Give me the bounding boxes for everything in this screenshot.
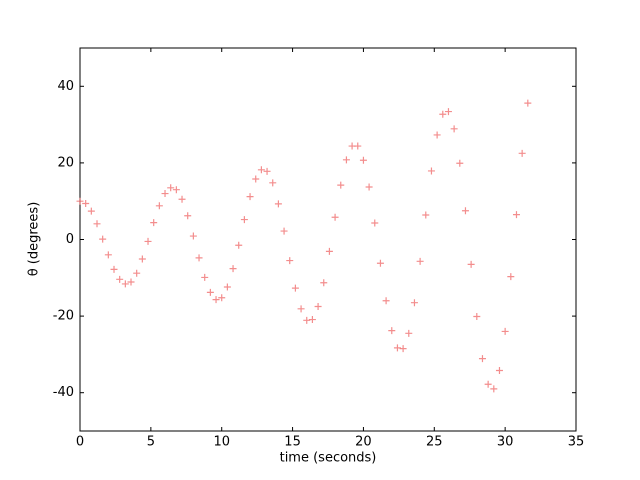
data-point (484, 380, 492, 388)
data-point (172, 186, 180, 194)
data-point (399, 345, 407, 353)
data-point (218, 294, 226, 302)
data-point (444, 108, 452, 116)
y-tick-label: 40 (57, 79, 74, 94)
data-point (104, 251, 112, 259)
data-point (144, 237, 152, 245)
data-point (155, 202, 163, 210)
x-tick-label: 15 (284, 435, 301, 450)
data-point (121, 280, 129, 288)
data-point (240, 216, 248, 224)
x-tick-label: 30 (497, 435, 514, 450)
data-point (501, 327, 509, 335)
data-point (495, 366, 503, 374)
data-point (518, 149, 526, 157)
data-point (257, 166, 265, 174)
data-point (76, 197, 84, 205)
x-tick-label: 20 (355, 435, 372, 450)
data-point (201, 273, 209, 281)
data-point (393, 344, 401, 352)
data-point (308, 316, 316, 324)
data-point (320, 279, 328, 287)
data-point (252, 175, 260, 183)
data-point (280, 227, 288, 235)
data-point (524, 99, 532, 107)
data-point (365, 183, 373, 191)
y-tick-label: -40 (53, 385, 74, 400)
data-point (456, 159, 464, 167)
data-point (388, 327, 396, 335)
data-point (433, 131, 441, 139)
data-point (359, 156, 367, 164)
data-point (138, 255, 146, 263)
data-point (297, 305, 305, 313)
data-point (99, 235, 107, 243)
data-point (427, 167, 435, 175)
data-point (382, 297, 390, 305)
data-point (416, 257, 424, 265)
x-tick-label: 5 (147, 435, 155, 450)
data-point (478, 355, 486, 363)
data-point (110, 265, 118, 273)
data-point (354, 142, 362, 150)
x-tick-label: 25 (426, 435, 443, 450)
data-point (490, 385, 498, 393)
data-point (410, 299, 418, 307)
data-point (150, 219, 158, 227)
x-tick-label: 10 (213, 435, 230, 450)
data-point (507, 273, 515, 281)
data-point (303, 316, 311, 324)
data-point (331, 213, 339, 221)
data-point (512, 211, 520, 219)
data-point (82, 199, 90, 207)
data-point (206, 288, 214, 296)
data-point (189, 232, 197, 240)
data-point (195, 254, 203, 262)
data-point (461, 207, 469, 215)
data-point (212, 296, 220, 304)
x-tick-label: 35 (568, 435, 585, 450)
y-axis-label: θ (degrees) (27, 202, 42, 277)
data-point (127, 278, 135, 286)
data-point (376, 259, 384, 267)
data-point (269, 179, 277, 187)
data-point (133, 269, 141, 277)
plot-frame (79, 47, 577, 432)
data-point (229, 265, 237, 273)
data-point (184, 212, 192, 220)
data-point (178, 195, 186, 203)
data-point (286, 257, 294, 265)
data-point (116, 275, 124, 283)
data-point (467, 260, 475, 268)
data-point (473, 312, 481, 320)
y-tick-label: 20 (57, 155, 74, 170)
data-point (314, 303, 322, 311)
data-point (235, 241, 243, 249)
data-point (87, 207, 95, 215)
x-tick-label: 0 (76, 435, 84, 450)
data-point (274, 200, 282, 208)
data-point (291, 284, 299, 292)
data-point (93, 220, 101, 228)
data-point (405, 329, 413, 337)
data-point (223, 283, 231, 291)
data-point (325, 247, 333, 255)
data-point (342, 156, 350, 164)
data-point (263, 167, 271, 175)
data-point (246, 193, 254, 201)
data-point (371, 219, 379, 227)
y-tick-label: 0 (66, 232, 74, 247)
x-axis-label: time (seconds) (280, 451, 377, 466)
data-point (439, 110, 447, 118)
data-point (161, 190, 169, 198)
data-point (167, 184, 175, 192)
y-tick-label: -20 (53, 309, 74, 324)
data-point (422, 211, 430, 219)
data-point (337, 181, 345, 189)
data-point (450, 125, 458, 133)
